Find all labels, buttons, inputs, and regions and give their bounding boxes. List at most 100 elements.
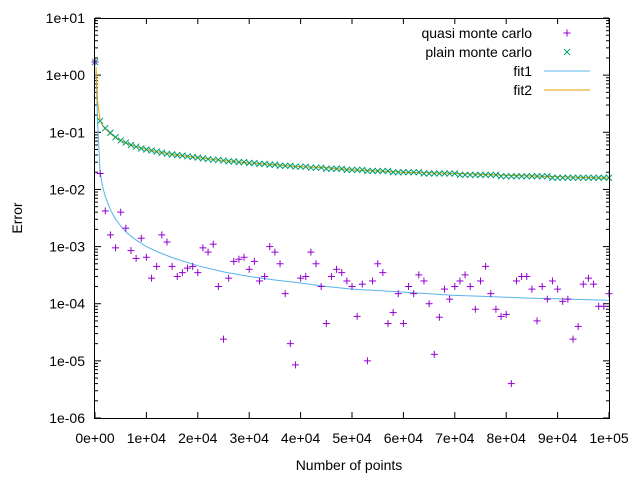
data-point-plain [538,172,546,180]
data-point-plain [446,170,454,177]
data-point-plain [353,166,361,174]
legend-label: plain monte carlo [425,44,532,60]
data-point-quasi [363,357,371,365]
data-point-quasi [451,283,459,291]
data-point-plain [369,167,376,175]
data-point-plain [271,161,279,169]
data-point-quasi [132,254,140,262]
data-point-quasi [533,317,541,325]
data-point-quasi [379,269,387,277]
data-point-quasi [543,295,551,303]
data-point-quasi [492,305,500,313]
data-point-quasi [538,283,546,291]
data-point-quasi [554,285,562,293]
x-tick-label: 8e+04 [487,430,527,446]
data-point-plain [569,174,577,182]
data-point-quasi [327,272,335,280]
data-point-plain [302,163,310,171]
y-tick-label: 1e-02 [49,181,85,197]
data-point-plain [497,172,505,180]
data-point-plain [276,162,284,170]
y-tick-label: 1e+01 [46,10,86,26]
data-point-quasi [214,283,222,291]
data-point-quasi [204,248,212,256]
data-point-quasi [487,290,495,298]
data-point-plain [338,165,346,173]
data-point-quasi [353,312,361,320]
x-tick-label: 5e+04 [332,430,372,446]
data-point-quasi [209,240,217,248]
data-point-quasi [322,320,330,328]
data-point-quasi [389,309,397,317]
data-point-plain [364,167,371,175]
data-point-plain [579,174,587,182]
data-point-quasi [286,340,294,348]
data-point-plain [117,137,125,144]
data-point-quasi [394,290,402,298]
y-tick-label: 1e+00 [46,67,86,83]
data-point-quasi [199,244,207,252]
data-point-quasi [117,208,125,216]
data-point-quasi [574,322,582,330]
data-point-plain [554,174,561,182]
x-tick-label: 4e+04 [281,430,321,446]
series-line-fit2 [95,66,610,179]
data-point-quasi [590,280,598,288]
data-point-quasi [579,280,587,288]
data-point-plain [533,172,541,180]
data-point-plain [492,171,500,179]
data-point-quasi [184,264,192,272]
data-point-plain [328,165,335,173]
x-tick-label: 9e+04 [538,430,578,446]
data-point-plain [292,163,299,171]
data-point-quasi [163,238,171,246]
data-point-plain [245,159,253,167]
data-point-plain [513,172,520,180]
data-point-quasi [358,280,366,288]
data-point-quasi [461,271,469,279]
data-point-quasi [548,277,556,285]
data-point-plain [333,165,340,173]
series-line-fit1 [95,70,610,301]
data-point-quasi [240,253,248,261]
data-point-plain [574,174,582,182]
data-point-plain [600,174,608,182]
data-point-quasi [312,260,320,268]
data-point-quasi [420,277,428,285]
data-point-quasi [317,283,325,291]
data-point-plain [250,159,258,167]
data-point-quasi [101,207,109,215]
data-point-quasi [528,285,536,293]
data-point-plain [394,168,402,176]
data-point-quasi [96,169,104,177]
data-point-quasi [173,272,181,280]
data-point-quasi [153,262,161,270]
data-point-plain [107,129,114,137]
data-point-quasi [333,265,341,273]
data-point-quasi [348,283,356,291]
data-point-quasi [564,295,572,303]
data-point-quasi [569,335,577,343]
x-tick-label: 0e+00 [75,430,115,446]
data-point-quasi [220,335,227,343]
data-point-plain [127,141,135,149]
data-point-plain [549,174,556,182]
data-point-plain [348,166,356,174]
data-point-quasi [405,283,413,291]
data-point-plain [415,168,423,176]
data-point-quasi [600,302,608,310]
data-point-plain [209,156,217,164]
data-point-quasi [230,257,238,265]
data-point-quasi [507,380,515,388]
data-point-quasi [178,269,186,277]
data-point-quasi [477,277,484,285]
y-axis-label: Error [9,202,25,233]
data-point-quasi [584,274,592,282]
data-point-plain [502,172,510,180]
data-point-plain [590,174,597,182]
data-point-plain [441,170,448,177]
data-point-plain [425,170,433,177]
data-point-plain [472,171,479,179]
data-point-plain [148,147,155,154]
data-point-quasi [559,297,567,305]
